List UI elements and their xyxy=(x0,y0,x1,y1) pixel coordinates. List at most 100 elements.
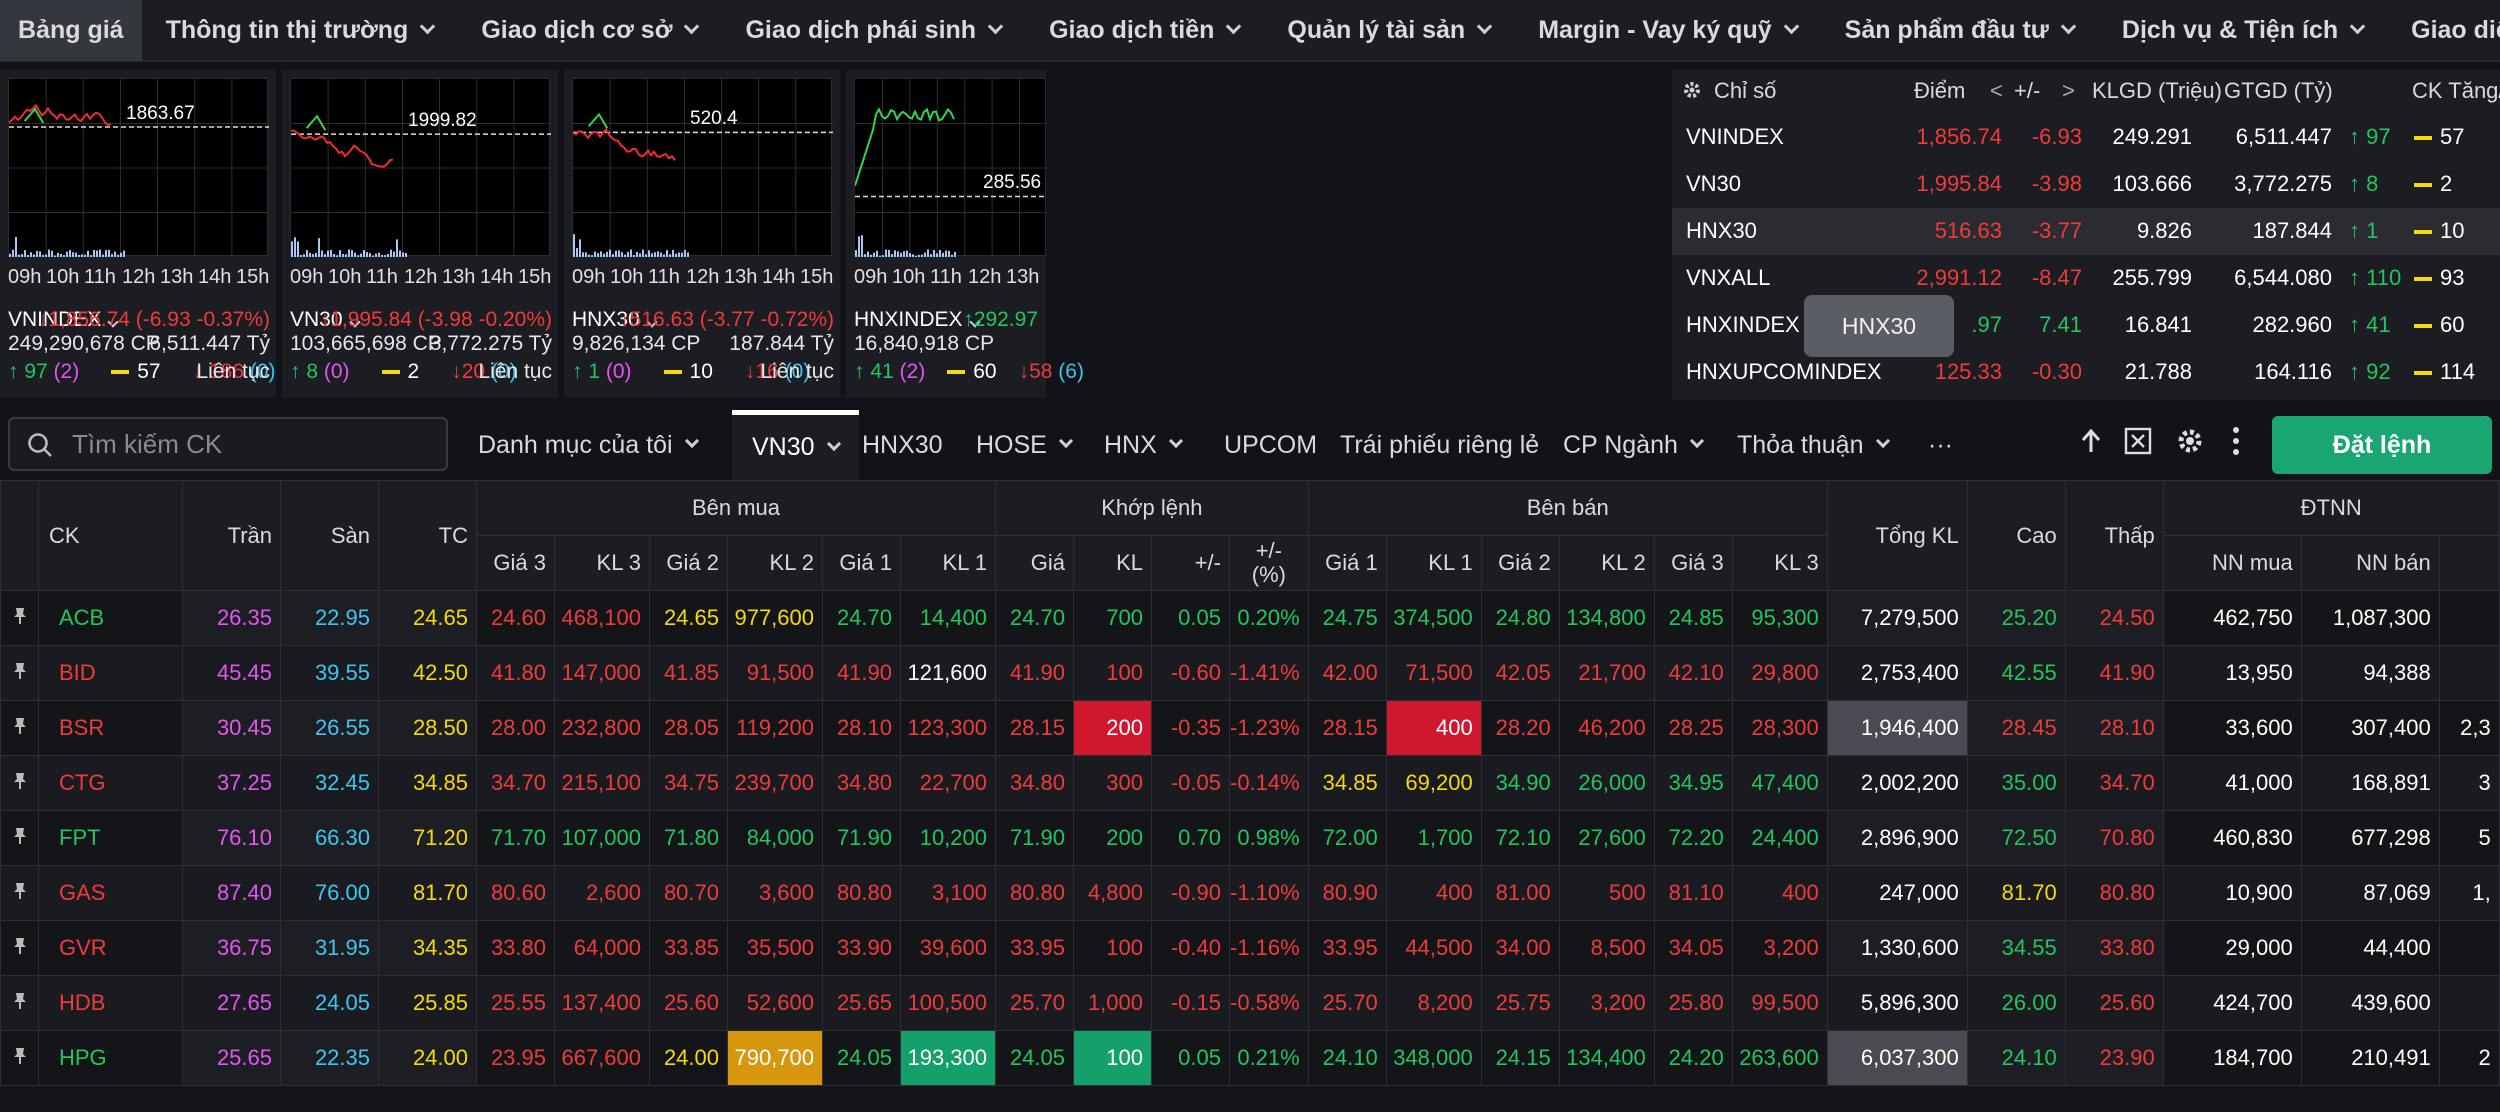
index-point: 1,856.74 xyxy=(1916,124,2002,149)
cell-17: 26,000 xyxy=(1558,755,1655,811)
nav-item-2[interactable]: Giao dịch cơ sở xyxy=(457,0,721,61)
tab-0[interactable]: Danh mục của tôi xyxy=(478,410,699,480)
pin-icon[interactable] xyxy=(0,700,39,756)
col-6: Giá xyxy=(995,535,1074,591)
index-card-hnxindex[interactable]: 285.56 09h 10h 11h 12h 13h HNXINDEX ↑292.97 16,8… xyxy=(846,70,1084,398)
index-card-vn30[interactable]: 1999.82 09h 10h 11h 12h 13h 14h 15h VN30 ↓1,995.8… xyxy=(282,70,558,398)
gear-icon[interactable] xyxy=(2176,427,2204,460)
index-row[interactable]: VNXALL 2,991.12 -8.47 255.799 6,544.080 ↑ 110… xyxy=(1672,255,2500,302)
cell-16: 24.15 xyxy=(1480,1030,1560,1086)
cell-24: 677,298 xyxy=(2300,810,2440,866)
group-foreign: ĐTNN xyxy=(2162,480,2500,536)
upload-icon[interactable] xyxy=(2080,428,2102,459)
up-count: ↑ 97 xyxy=(8,360,48,383)
settings-icon[interactable] xyxy=(1682,80,1702,106)
cell-0[interactable]: BID xyxy=(38,645,183,701)
nav-item-9[interactable]: Giao diện của tôi xyxy=(2387,0,2500,61)
index-row[interactable]: HNX30 516.63 -3.77 9.826 187.844 ↑ 1 10 xyxy=(1672,208,2500,255)
nav-item-0[interactable]: Bảng giá xyxy=(0,0,142,61)
nav-item-7[interactable]: Sản phẩm đầu tư xyxy=(1821,0,2098,61)
tab-2[interactable]: HNX30 xyxy=(862,410,943,480)
cell-0[interactable]: FPT xyxy=(38,810,183,866)
index-name[interactable]: VNINDEX xyxy=(8,308,120,332)
tab-8[interactable]: Thỏa thuận xyxy=(1737,410,1890,480)
cell-0[interactable]: HPG xyxy=(38,1030,183,1086)
nav-item-8[interactable]: Dịch vụ & Tiện ích xyxy=(2098,0,2387,61)
search-box[interactable] xyxy=(8,417,448,471)
index-gtgd: 187.844 xyxy=(2252,218,2332,243)
chevron-down-icon xyxy=(2060,18,2077,34)
pin-icon[interactable] xyxy=(0,755,39,811)
cell-9: 193,300 xyxy=(900,1030,996,1086)
time-tick: 12h xyxy=(122,266,156,288)
table-row[interactable]: GVR 36.75 31.95 34.35 33.80 64,000 33.85 35,500… xyxy=(0,920,2500,976)
table-row[interactable]: FPT 76.10 66.30 71.20 71.70 107,000 71.80 84,00… xyxy=(0,810,2500,866)
next-arrow[interactable]: > xyxy=(2062,78,2075,103)
cell-2: 32.45 xyxy=(280,755,379,811)
prev-arrow[interactable]: < xyxy=(1990,78,2003,103)
cell-12: -0.90 xyxy=(1151,865,1230,921)
nav-item-1[interactable]: Thông tin thị trường xyxy=(142,0,458,61)
more-icon[interactable] xyxy=(2232,426,2240,461)
table-row[interactable]: HPG 25.65 22.35 24.00 23.95 667,600 24.00 790,7… xyxy=(0,1030,2500,1086)
cell-24: 168,891 xyxy=(2300,755,2440,811)
cell-12: -0.05 xyxy=(1151,755,1230,811)
index-row[interactable]: VN30 1,995.84 -3.98 103.666 3,772.275 ↑ 8 2 xyxy=(1672,161,2500,208)
excel-icon[interactable] xyxy=(2124,427,2152,460)
cell-8: 24.70 xyxy=(822,590,901,646)
index-card-vnindex[interactable]: 1863.67 09h 10h 11h 12h 13h 14h 15h VNINDEX ↓1,85… xyxy=(0,70,276,398)
index-row[interactable]: HNXUPCOMINDEX 125.33 -0.30 21.788 164.116 ↑ 9… xyxy=(1672,349,2500,396)
search-input[interactable] xyxy=(72,427,432,461)
pin-icon[interactable] xyxy=(0,975,39,1031)
unchanged-count: 57 xyxy=(137,360,161,383)
cell-0[interactable]: CTG xyxy=(38,755,183,811)
table-row[interactable]: GAS 87.40 76.00 81.70 80.60 2,600 80.70 3,600 80… xyxy=(0,865,2500,921)
nav-item-6[interactable]: Margin - Vay ký quỹ xyxy=(1514,0,1820,61)
cell-0[interactable]: HDB xyxy=(38,975,183,1031)
pin-icon[interactable] xyxy=(0,810,39,866)
table-row[interactable]: ACB 26.35 22.95 24.65 24.60 468,100 24.65 977,6… xyxy=(0,590,2500,646)
chevron-down-icon xyxy=(1058,433,1073,449)
pin-icon[interactable] xyxy=(0,920,39,976)
tab-1[interactable]: VN30 xyxy=(732,410,859,480)
pin-icon[interactable] xyxy=(0,645,39,701)
cell-6: 34.75 xyxy=(649,755,728,811)
pin-icon[interactable] xyxy=(0,1030,39,1086)
cell-0[interactable]: BSR xyxy=(38,700,183,756)
cell-16: 81.00 xyxy=(1480,865,1560,921)
tab-3[interactable]: HOSE xyxy=(976,410,1073,480)
place-order-button[interactable]: Đặt lệnh xyxy=(2272,416,2492,474)
index-name[interactable]: HNXINDEX xyxy=(854,308,981,332)
nav-item-5[interactable]: Quản lý tài sản xyxy=(1263,0,1514,61)
nav-item-4[interactable]: Giao dịch tiền xyxy=(1025,0,1263,61)
tab-9[interactable]: ··· xyxy=(1928,410,1953,480)
cell-11: 700 xyxy=(1073,590,1152,646)
pin-icon[interactable] xyxy=(0,865,39,921)
table-row[interactable]: HDB 27.65 24.05 25.85 25.55 137,400 25.60 52,60… xyxy=(0,975,2500,1031)
index-row[interactable]: VNINDEX 1,856.74 -6.93 249.291 6,511.447 ↑ 97… xyxy=(1672,114,2500,161)
cell-17: 134,800 xyxy=(1558,590,1655,646)
cell-0[interactable]: ACB xyxy=(38,590,183,646)
table-row[interactable]: BID 45.45 39.55 42.50 41.80 147,000 41.85 91,50… xyxy=(0,645,2500,701)
tab-4[interactable]: HNX xyxy=(1104,410,1183,480)
cell-0[interactable]: GAS xyxy=(38,865,183,921)
cell-12: -0.15 xyxy=(1151,975,1230,1031)
index-name[interactable]: VN30 xyxy=(290,308,361,332)
tab-7[interactable]: CP Ngành xyxy=(1563,410,1704,480)
cell-0[interactable]: GVR xyxy=(38,920,183,976)
table-row[interactable]: CTG 37.25 32.45 34.85 34.70 215,100 34.75 239,7… xyxy=(0,755,2500,811)
index-card-hnx30[interactable]: 520.4 09h 10h 11h 12h 13h 14h 15h HNX30 ↓516.63 (… xyxy=(564,70,840,398)
cell-22: 33.80 xyxy=(2064,920,2164,976)
index-name[interactable]: HNX30 xyxy=(572,308,658,332)
tab-6[interactable]: Trái phiếu riêng lẻ xyxy=(1340,410,1539,480)
table-row[interactable]: BSR 30.45 26.55 28.50 28.00 232,800 28.05 119,2… xyxy=(0,700,2500,756)
cell-8: 71.90 xyxy=(822,810,901,866)
nav-item-3[interactable]: Giao dịch phái sinh xyxy=(721,0,1025,61)
index-row[interactable]: HNXINDEX .97 7.41 16.841 282.960 ↑ 41 60 xyxy=(1672,302,2500,349)
pin-icon[interactable] xyxy=(0,590,39,646)
cell-19: 47,400 xyxy=(1731,755,1828,811)
cell-24: 210,491 xyxy=(2300,1030,2440,1086)
cell-7: 84,000 xyxy=(727,810,823,866)
tab-5[interactable]: UPCOM xyxy=(1224,410,1317,480)
cell-17: 8,500 xyxy=(1558,920,1655,976)
